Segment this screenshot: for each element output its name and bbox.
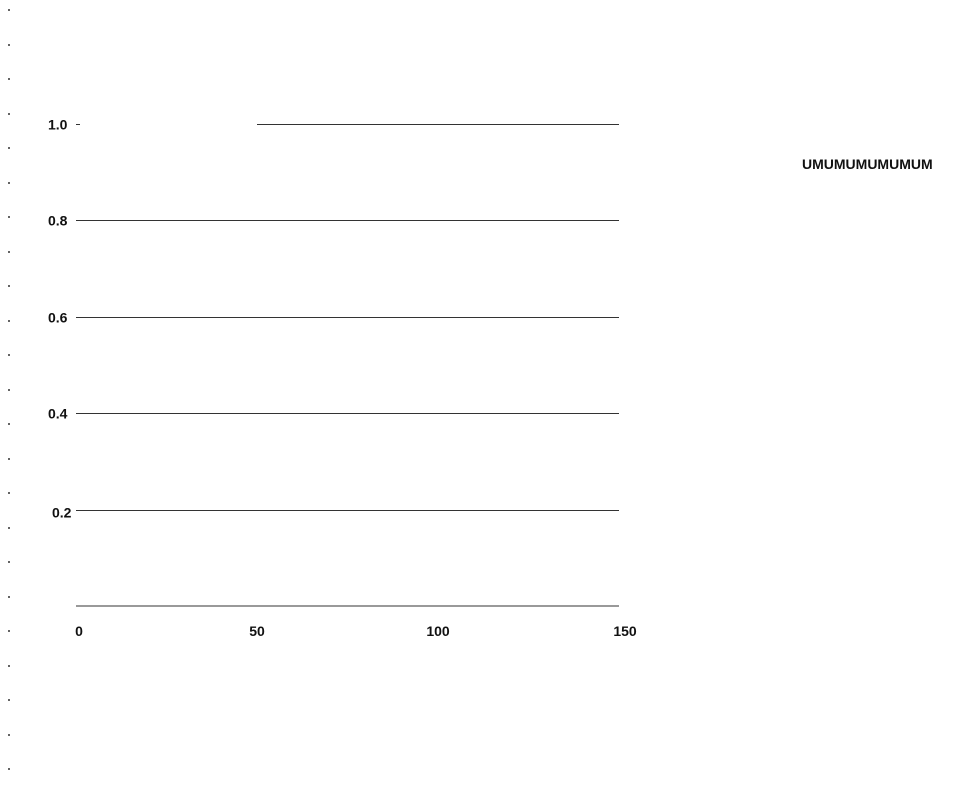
x-tick-label: 150 (613, 623, 637, 639)
y-tick-label: 1.0 (48, 117, 68, 133)
grid-lines (76, 124, 619, 511)
edge-dot (8, 113, 10, 115)
edge-dot (8, 665, 10, 667)
edge-dot (8, 251, 10, 253)
edge-dot (8, 561, 10, 563)
y-tick-label: 0.2 (52, 505, 72, 521)
legend-label: UMUMUMUMUMUM (802, 156, 933, 172)
edge-dot (8, 9, 10, 11)
y-tick-label: 0.6 (48, 310, 68, 326)
edge-dot (8, 320, 10, 322)
edge-dot (8, 492, 10, 494)
x-tick-label: 100 (426, 623, 450, 639)
edge-dot (8, 44, 10, 46)
edge-dot (8, 389, 10, 391)
y-axis: 1.0 0.8 0.6 0.4 0.2 (48, 117, 80, 521)
edge-dot (8, 734, 10, 736)
edge-dot (8, 527, 10, 529)
edge-dot (8, 768, 10, 770)
edge-dot (8, 285, 10, 287)
edge-dot (8, 216, 10, 218)
edge-dot (8, 458, 10, 460)
edge-dot (8, 78, 10, 80)
y-tick-label: 0.8 (48, 213, 68, 229)
x-axis: 0 50 100 150 (75, 605, 637, 639)
x-tick-label: 0 (75, 623, 83, 639)
edge-dot (8, 147, 10, 149)
edge-dot (8, 596, 10, 598)
left-edge-dots (8, 9, 10, 770)
y-tick-label: 0.4 (48, 406, 68, 422)
edge-dot (8, 423, 10, 425)
edge-dot (8, 182, 10, 184)
edge-dot (8, 699, 10, 701)
edge-dot (8, 630, 10, 632)
x-tick-label: 50 (249, 623, 265, 639)
edge-dot (8, 354, 10, 356)
